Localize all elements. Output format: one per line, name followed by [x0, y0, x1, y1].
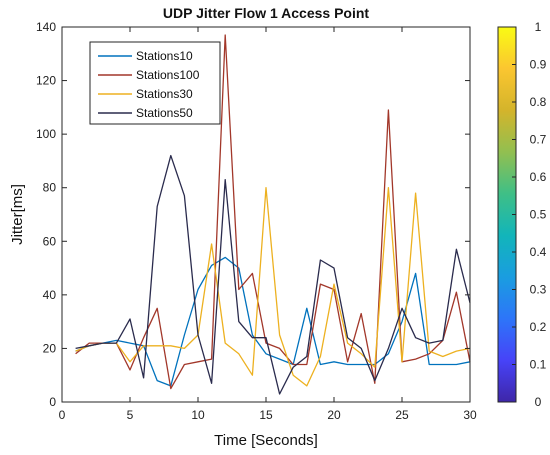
y-tick-label: 120	[36, 74, 56, 88]
colorbar-tick-label: 0.4	[530, 245, 547, 259]
x-tick-label: 10	[191, 408, 205, 422]
x-tick-label: 20	[327, 408, 341, 422]
colorbar-tick-label: 1	[535, 20, 542, 34]
y-axis-title: Jitter[ms]	[9, 184, 26, 245]
colorbar-tick-label: 0.3	[530, 283, 547, 297]
x-axis-title: Time [Seconds]	[214, 432, 318, 449]
y-tick-label: 20	[43, 341, 57, 355]
legend-label: Stations10	[136, 49, 193, 63]
chart-title: UDP Jitter Flow 1 Access Point	[163, 5, 370, 21]
colorbar-tick-label: 0.7	[530, 133, 547, 147]
legend-label: Stations30	[136, 87, 193, 101]
y-tick-label: 0	[49, 395, 56, 409]
x-tick-label: 5	[127, 408, 134, 422]
y-tick-label: 100	[36, 127, 56, 141]
colorbar-tick-label: 0.1	[530, 358, 547, 372]
x-tick-label: 15	[259, 408, 273, 422]
x-tick-label: 25	[395, 408, 409, 422]
colorbar-tick-label: 0.8	[530, 95, 547, 109]
legend-label: Stations50	[136, 106, 193, 120]
y-tick-label: 80	[43, 181, 57, 195]
colorbar-tick-label: 0.6	[530, 170, 547, 184]
x-tick-label: 30	[463, 408, 477, 422]
y-tick-label: 140	[36, 20, 56, 34]
y-tick-label: 60	[43, 234, 57, 248]
series-line-stations30	[75, 187, 471, 387]
legend-label: Stations100	[136, 68, 200, 82]
series-line-stations50	[75, 154, 471, 395]
colorbar-tick-label: 0.2	[530, 320, 547, 334]
x-tick-label: 0	[59, 408, 66, 422]
y-tick-label: 40	[43, 288, 57, 302]
colorbar-tick-label: 0	[535, 395, 542, 409]
series-line-stations100	[75, 34, 471, 390]
colorbar-tick-label: 0.5	[530, 208, 547, 222]
colorbar-tick-label: 0.9	[530, 58, 547, 72]
